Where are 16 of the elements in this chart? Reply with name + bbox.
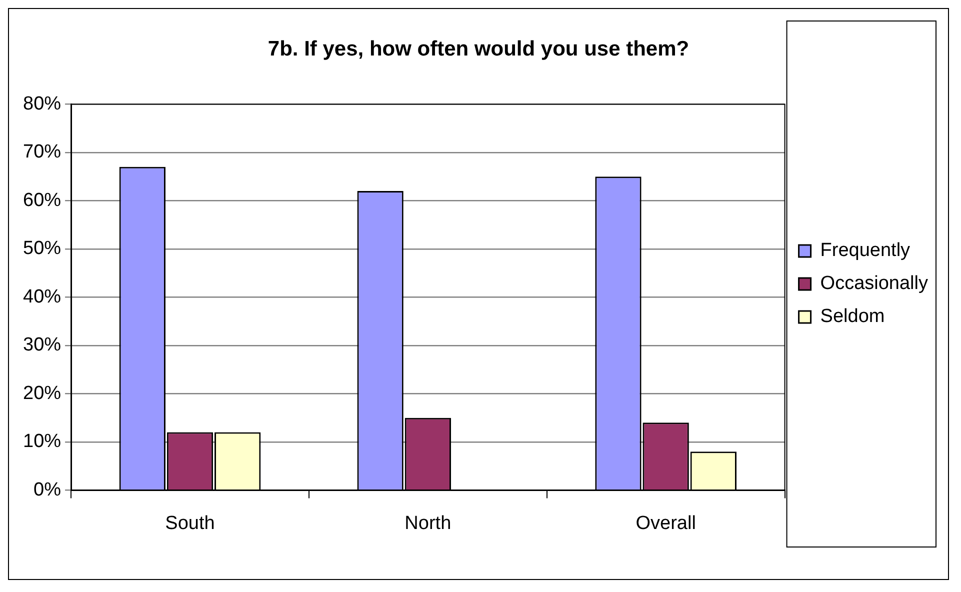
x-tick-label: North	[404, 512, 452, 534]
y-tick-label: 50%	[22, 238, 62, 260]
y-tick-label: 60%	[22, 190, 62, 211]
y-tick-label: 10%	[22, 431, 62, 452]
legend-label: Occasionally	[820, 273, 928, 294]
y-tick-label: 70%	[22, 142, 62, 163]
y-tick-label: 0%	[34, 479, 62, 500]
legend-label: Frequently	[820, 240, 911, 262]
x-tick-label: Overall	[636, 512, 696, 534]
y-tick-label: 30%	[22, 334, 62, 356]
y-tick-label: 40%	[22, 286, 62, 308]
chart-title: 7b. If yes, how often would you use them?	[268, 37, 690, 60]
x-tick-label: South	[165, 512, 215, 534]
y-tick-label: 20%	[22, 382, 62, 404]
legend-label: Seldom	[820, 306, 885, 328]
y-tick-label: 80%	[22, 93, 62, 114]
